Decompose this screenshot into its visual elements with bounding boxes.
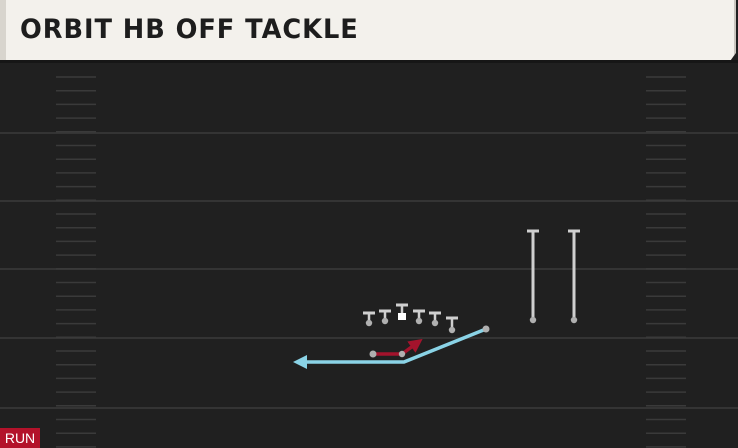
lineman-t-icon <box>413 309 425 325</box>
hash-marks-left <box>56 76 96 448</box>
title-divider <box>0 60 738 63</box>
center-square-marker-icon <box>396 303 408 320</box>
lineman-t-icon <box>429 311 441 327</box>
play-title: ORBIT HB OFF TACKLE <box>20 14 359 45</box>
offensive-line <box>363 303 458 334</box>
blocker-icon <box>369 350 377 358</box>
hash-marks-right <box>646 76 686 448</box>
play-type-badge: RUN <box>0 428 40 448</box>
lineman-t-icon <box>363 311 375 327</box>
receiver-route-icon <box>527 229 539 324</box>
ball-carrier-run-path <box>293 325 490 369</box>
receiver-route-icon <box>568 229 580 324</box>
tight-end-t-icon <box>446 316 458 334</box>
title-bar: ORBIT HB OFF TACKLE <box>0 0 736 60</box>
route-joint-icon <box>398 350 406 358</box>
ball-carrier-icon <box>482 325 490 333</box>
play-field <box>0 63 738 448</box>
lineman-t-icon <box>379 309 391 325</box>
block-route <box>369 338 423 358</box>
yard-lines <box>0 132 738 409</box>
